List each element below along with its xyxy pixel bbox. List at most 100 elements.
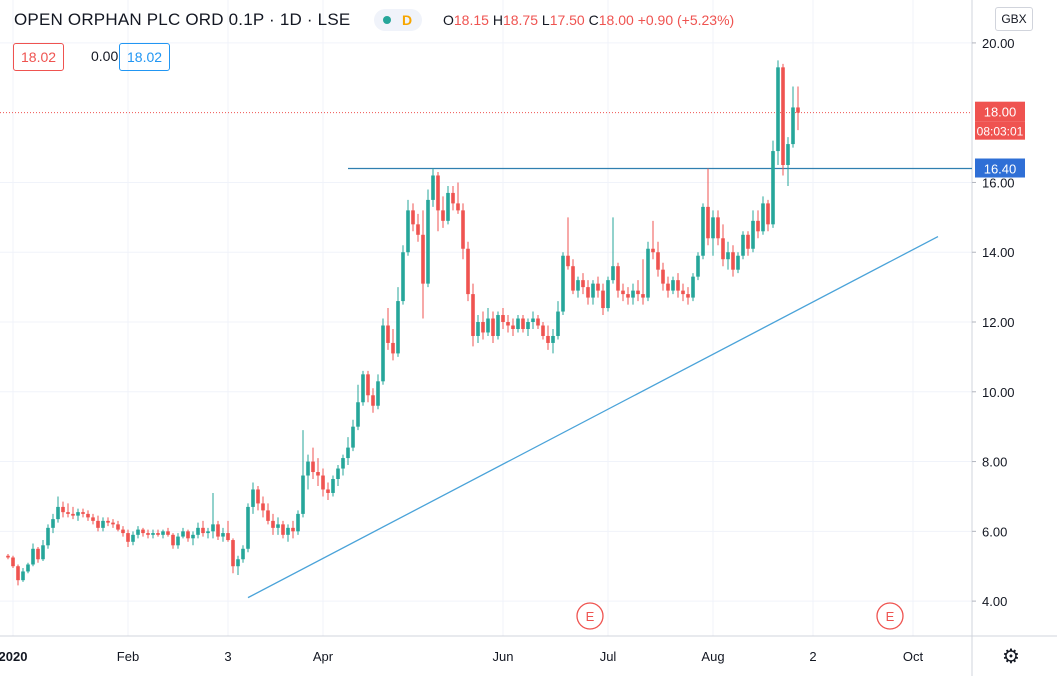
symbol-title[interactable]: OPEN ORPHAN PLC ORD 0.1P · 1D · LSE <box>14 10 351 29</box>
candle-body <box>36 548 40 560</box>
candle-body <box>271 520 275 528</box>
candle-body <box>796 107 800 113</box>
candle-body <box>66 512 70 514</box>
price-tick-label: 14.00 <box>982 245 1015 260</box>
earnings-marker-label: E <box>886 609 895 624</box>
earnings-marker-label: E <box>586 609 595 624</box>
candle-body <box>786 144 790 166</box>
candle-body <box>211 524 215 532</box>
candle-body <box>736 255 740 270</box>
candle-body <box>151 533 155 535</box>
time-tick-label: 2020 <box>0 649 27 664</box>
candle-body <box>401 252 405 302</box>
time-tick-label: Jul <box>600 649 617 664</box>
candle-body <box>276 524 280 528</box>
candle-body <box>301 475 305 514</box>
candle-body <box>226 533 230 541</box>
candle-body <box>6 555 10 558</box>
candle-body <box>41 545 45 560</box>
candle-body <box>156 533 160 535</box>
candle-body <box>121 529 125 534</box>
price-tick-label: 8.00 <box>982 455 1007 470</box>
candle-body <box>626 294 630 298</box>
gear-icon[interactable]: ⚙ <box>1002 646 1020 668</box>
price-tick-label: 12.00 <box>982 315 1015 330</box>
candle-body <box>596 283 600 291</box>
candle-body <box>181 531 185 537</box>
candle-body <box>711 217 715 239</box>
candle-body <box>466 248 470 295</box>
candle-body <box>771 151 775 225</box>
earnings-marker[interactable] <box>876 602 904 630</box>
low-value: 17.50 <box>549 12 585 28</box>
candle-body <box>436 175 440 211</box>
candle-body <box>426 199 430 284</box>
candle-body <box>56 506 60 520</box>
candle-body <box>766 203 770 225</box>
candle-body <box>576 280 580 291</box>
candle-body <box>521 318 525 329</box>
candle-body <box>741 234 745 256</box>
candle-body <box>721 238 725 260</box>
candle-body <box>516 318 520 329</box>
candle-body <box>391 342 395 354</box>
candle-body <box>356 402 360 427</box>
buy-price-button[interactable]: 18.02 <box>119 43 171 71</box>
candle-body <box>106 520 110 523</box>
candle-body <box>296 513 300 532</box>
candle-body <box>146 533 150 535</box>
candle-body <box>481 322 485 333</box>
candle-body <box>51 519 55 528</box>
sell-price-button[interactable]: 18.02 <box>13 43 65 71</box>
time-tick-label: Aug <box>701 649 724 664</box>
candle-body <box>31 548 35 565</box>
time-tick-label: Jun <box>493 649 514 664</box>
currency-button[interactable]: GBX <box>995 7 1033 31</box>
candle-body <box>666 283 670 291</box>
candle-body <box>656 252 660 270</box>
close-value: 18.00 <box>598 12 634 28</box>
candle-body <box>336 468 340 480</box>
candle-body <box>471 294 475 336</box>
candle-body <box>746 234 750 249</box>
candle-body <box>231 540 235 567</box>
candle-body <box>601 290 605 309</box>
candle-body <box>641 294 645 298</box>
candle-body <box>256 489 260 504</box>
market-status-badge[interactable]: D <box>374 9 422 31</box>
market-open-dot-icon <box>383 16 391 24</box>
candle-body <box>196 527 200 535</box>
candle-body <box>546 335 550 343</box>
candle-body <box>396 301 400 354</box>
spread-value: 0.00 <box>91 48 119 64</box>
ascending-trendline[interactable] <box>247 235 939 599</box>
candle-body <box>281 524 285 535</box>
candle-body <box>21 571 25 581</box>
candle-body <box>486 318 490 333</box>
candle-body <box>311 461 315 473</box>
candle-body <box>86 513 90 518</box>
candle-body <box>386 325 390 343</box>
last-price-label: 18.00 <box>984 105 1017 120</box>
candle-body <box>731 252 735 270</box>
candle-body <box>416 224 420 235</box>
bar-countdown-label: 08:03:01 <box>977 125 1024 139</box>
candle-body <box>636 290 640 295</box>
candle-body <box>26 564 30 572</box>
candle-body <box>421 234 425 284</box>
candle-body <box>251 489 255 507</box>
price-tick-label: 4.00 <box>982 594 1007 609</box>
candle-body <box>11 557 15 567</box>
candle-body <box>381 325 385 382</box>
candle-body <box>621 290 625 295</box>
change-value: +0.90 (+5.23%) <box>637 12 735 28</box>
candle-body <box>266 510 270 521</box>
candle-body <box>671 280 675 291</box>
candle-body <box>451 192 455 204</box>
candle-body <box>236 559 240 567</box>
candle-body <box>586 287 590 298</box>
candle-body <box>556 311 560 336</box>
earnings-marker[interactable] <box>576 602 604 630</box>
candle-body <box>326 489 330 493</box>
